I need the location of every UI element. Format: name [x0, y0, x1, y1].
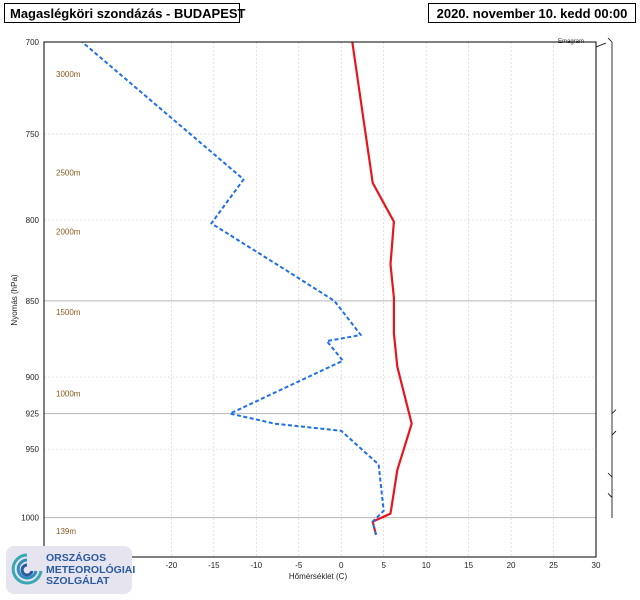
plot-frame [43, 41, 597, 558]
wind-profile [595, 37, 617, 518]
temperature-line [351, 41, 413, 536]
y-tick-label: 700 [26, 38, 40, 47]
x-tick-label: 15 [464, 561, 473, 570]
x-tick-label: 25 [549, 561, 558, 570]
x-tick-label: -5 [295, 561, 303, 570]
y-tick-label: 800 [26, 216, 40, 225]
logo-line2: METEOROLÓGIAI [46, 563, 136, 576]
omsz-logo: ORSZÁGOS METEOROLÓGIAI SZOLGÁLAT [6, 546, 136, 594]
y-tick-label: 900 [26, 373, 40, 382]
dewpoint-line [81, 41, 385, 536]
grid [44, 41, 597, 557]
y-axis-title: Nyomás (hPa) [10, 274, 19, 325]
emagram-label: Emagram [558, 39, 584, 45]
y-tick-label: 950 [26, 445, 40, 454]
logo-line3: SZOLGÁLAT [46, 575, 110, 587]
datetime-label: 2020. november 10. kedd 00:00 [428, 3, 636, 23]
y-tick-label: 750 [26, 130, 40, 139]
wind-barb [611, 409, 617, 414]
wind-barb [595, 42, 607, 48]
omsz-logo-icon [11, 553, 43, 585]
x-tick-label: -10 [251, 561, 263, 570]
y-tick-label: 925 [26, 410, 40, 419]
x-axis-title: Hőmérséklet (C) [289, 572, 348, 581]
x-tick-label: 20 [507, 561, 516, 570]
chart-title: Magaslégköri szondázás - BUDAPEST [4, 3, 246, 23]
x-tick-label: 10 [422, 561, 431, 570]
axes [43, 41, 597, 558]
x-tick-label: 5 [381, 561, 386, 570]
x-tick-label: -15 [208, 561, 220, 570]
x-tick-label: 30 [592, 561, 601, 570]
wind-barb [607, 493, 613, 498]
height-label: 2500m [56, 169, 81, 178]
labels: -20 -15 -10 -5 0 5 10 15 20 25 30 700 750 800 850 900 92… [10, 38, 601, 581]
x-tick-label: -20 [166, 561, 178, 570]
height-label: 2000m [56, 228, 81, 237]
series-group [81, 41, 413, 536]
y-tick-label: 1000 [21, 514, 39, 523]
y-tick-label: 850 [26, 297, 40, 306]
height-label: 3000m [56, 70, 81, 79]
height-label: 139m [56, 527, 76, 536]
height-label: 1500m [56, 308, 81, 317]
logo-line1: ORSZÁGOS [46, 552, 107, 564]
x-tick-label: 0 [339, 561, 344, 570]
wind-barb [607, 37, 613, 43]
wind-barb [611, 430, 617, 436]
height-label: 1000m [56, 389, 81, 398]
wind-barb [607, 472, 613, 478]
